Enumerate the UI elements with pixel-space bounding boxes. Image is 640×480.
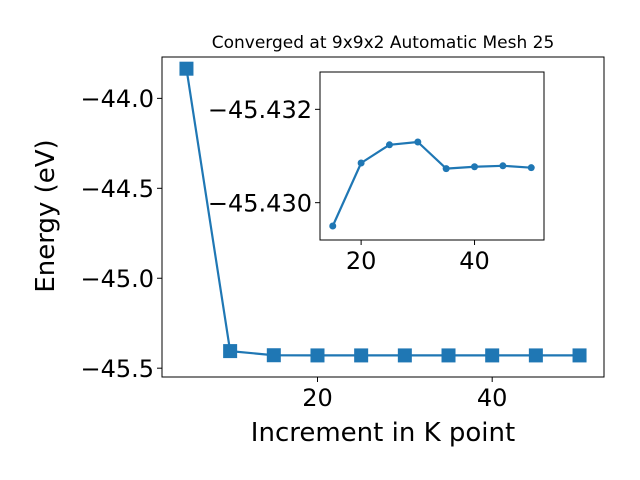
inset-y-tick-label: −45.430 (208, 189, 312, 217)
main-y-tick-label: −45.5 (80, 355, 154, 383)
main-series-line (185, 68, 580, 357)
inset-data-point (357, 159, 365, 167)
main-data-point (179, 61, 194, 76)
inset-x-tick-label: 40 (459, 247, 490, 275)
main-data-point (528, 348, 543, 363)
main-data-point (310, 348, 325, 363)
inset-plot: 20 40 −45.432 −45.430 (208, 71, 545, 275)
main-plot-frame (161, 56, 605, 378)
inset-plot-frame (319, 71, 545, 241)
inset-data-point (499, 162, 507, 170)
main-data-point (354, 348, 369, 363)
inset-series-line (331, 140, 532, 227)
inset-data-point (471, 163, 479, 171)
chart-title: Converged at 9x9x2 Automatic Mesh 25 (212, 33, 555, 53)
main-data-point (441, 348, 456, 363)
inset-data-point (442, 165, 450, 173)
main-x-tick-label: 20 (302, 384, 333, 412)
inset-data-point (527, 164, 535, 172)
inset-y-tick-label: −45.432 (208, 96, 312, 124)
inset-data-point (414, 138, 422, 146)
main-data-point (572, 348, 587, 363)
main-data-point (485, 348, 500, 363)
x-axis-label: Increment in K point (251, 418, 515, 448)
inset-data-point (385, 141, 393, 149)
main-data-point (266, 348, 281, 363)
inset-data-point (329, 222, 337, 230)
inset-x-tick-label: 20 (346, 247, 377, 275)
main-y-tick-label: −44.0 (80, 85, 154, 113)
main-y-tick-label: −44.5 (80, 175, 154, 203)
y-axis-label: Energy (eV) (31, 139, 61, 292)
main-data-point (223, 344, 238, 359)
main-x-tick-label: 40 (477, 384, 508, 412)
main-data-point (397, 348, 412, 363)
main-y-tick-label: −45.0 (80, 265, 154, 293)
